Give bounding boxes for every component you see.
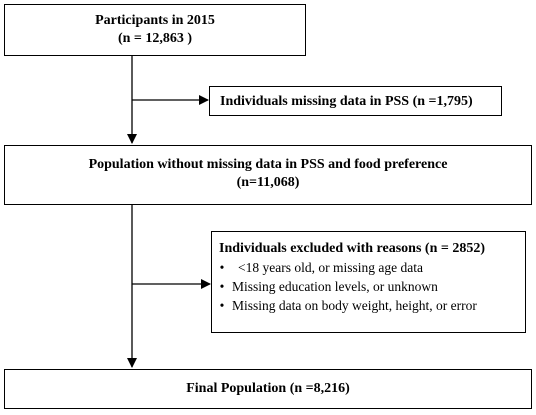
exclusion-reason-item: • Missing education levels, or unknown <box>212 277 525 296</box>
bullet-icon: • <box>219 298 225 313</box>
participants-count: (n = 12,863 ) <box>117 31 193 46</box>
exclusion-reason-item: • Missing data on body weight, height, o… <box>212 296 525 315</box>
exclusion-reasons-list: • <18 years old, or missing age data • M… <box>212 258 525 315</box>
missing-pss-box: Individuals missing data in PSS (n =1,79… <box>209 86 502 116</box>
excluded-title: Individuals excluded with reasons (n = 2… <box>219 241 485 256</box>
exclusion-reason-text: Missing data on body weight, height, or … <box>232 298 477 313</box>
exclusion-reason-text: Missing education levels, or unknown <box>232 279 438 294</box>
participants-box: Participants in 2015 (n = 12,863 ) <box>4 4 306 56</box>
bullet-icon: • <box>219 279 225 294</box>
excluded-box: Individuals excluded with reasons (n = 2… <box>211 231 526 333</box>
exclusion-reason-item: • <18 years old, or missing age data <box>212 258 525 277</box>
population-box: Population without missing data in PSS a… <box>4 145 532 205</box>
exclusion-reason-text: <18 years old, or missing age data <box>238 260 423 275</box>
final-population-text: Final Population (n =8,216) <box>186 381 350 396</box>
bullet-icon: • <box>219 260 225 275</box>
missing-pss-text: Individuals missing data in PSS (n =1,79… <box>220 94 473 109</box>
population-title: Population without missing data in PSS a… <box>88 157 448 172</box>
participants-title: Participants in 2015 <box>95 13 215 28</box>
population-count: (n=11,068) <box>236 175 300 190</box>
final-population-box: Final Population (n =8,216) <box>4 369 532 409</box>
